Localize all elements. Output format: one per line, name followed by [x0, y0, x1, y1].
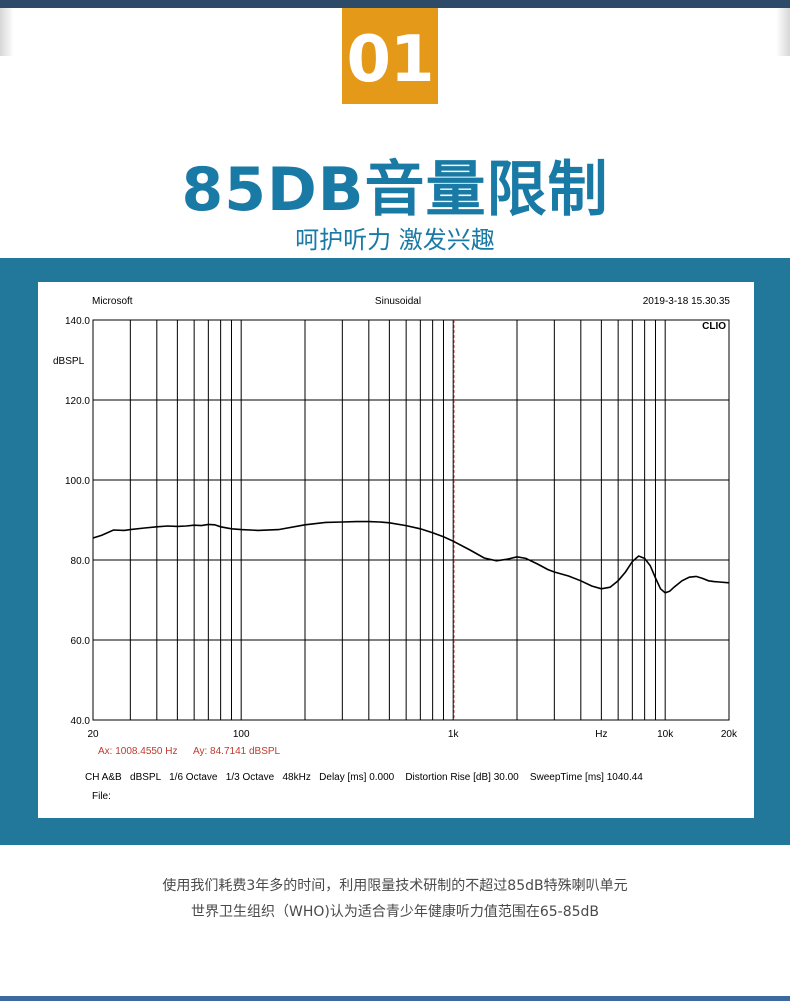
x-tick-label: 1k — [448, 729, 460, 740]
x-tick-label: 20k — [721, 729, 738, 740]
y-tick-label: 120.0 — [65, 396, 90, 407]
section-number-badge: 01 — [342, 8, 438, 104]
chart-header-left: Microsoft — [92, 296, 133, 307]
x-tick-label: Hz — [595, 729, 607, 740]
y-tick-label: 140.0 — [65, 316, 90, 327]
x-tick-label: 100 — [233, 729, 250, 740]
vertical-gridlines — [129, 320, 666, 720]
chart-panel: Microsoft Sinusoidal 2019-3-18 15.30.35 … — [38, 282, 754, 818]
footer-text-line-1: 使用我们耗费3年多的时间，利用限量技术研制的不超过85dB特殊喇叭单元 — [162, 878, 628, 894]
file-label: File: — [92, 791, 111, 802]
y-tick-label: 60.0 — [71, 636, 91, 647]
chart-header-center: Sinusoidal — [375, 296, 421, 307]
headline: 85DB音量限制 — [181, 155, 609, 225]
y-axis-label: dBSPL — [53, 356, 85, 367]
top-bar — [0, 0, 790, 8]
settings-line: CH A&B dBSPL 1/6 Octave 1/3 Octave 48kHz… — [85, 772, 643, 783]
left-shade — [0, 8, 14, 56]
y-tick-label: 40.0 — [71, 716, 91, 727]
subheadline: 呵护听力 激发兴趣 — [295, 226, 495, 254]
cursor-x-readout: Ax: 1008.4550 Hz — [98, 746, 178, 757]
frequency-response-chart: Microsoft Sinusoidal 2019-3-18 15.30.35 … — [53, 296, 738, 802]
x-tick-labels: 20 100 1k Hz 10k 20k — [87, 729, 738, 740]
plot-frame — [92, 319, 730, 721]
horizontal-gridlines — [93, 399, 729, 641]
bottom-rule — [0, 996, 790, 1001]
footer-text-line-2: 世界卫生组织（WHO)认为适合青少年健康听力值范围在65-85dB — [190, 904, 600, 920]
y-tick-labels: 140.0 120.0 100.0 80.0 60.0 40.0 — [65, 316, 90, 727]
right-shade — [776, 8, 790, 56]
x-tick-label: 20 — [87, 729, 99, 740]
clio-logo-text: CLIO — [702, 321, 726, 332]
series-line — [92, 520, 730, 594]
y-tick-label: 100.0 — [65, 476, 90, 487]
chart-header-right: 2019-3-18 15.30.35 — [643, 296, 731, 307]
cursor-y-readout: Ay: 84.7141 dBSPL — [193, 746, 281, 757]
x-tick-label: 10k — [657, 729, 674, 740]
y-tick-label: 80.0 — [71, 556, 91, 567]
